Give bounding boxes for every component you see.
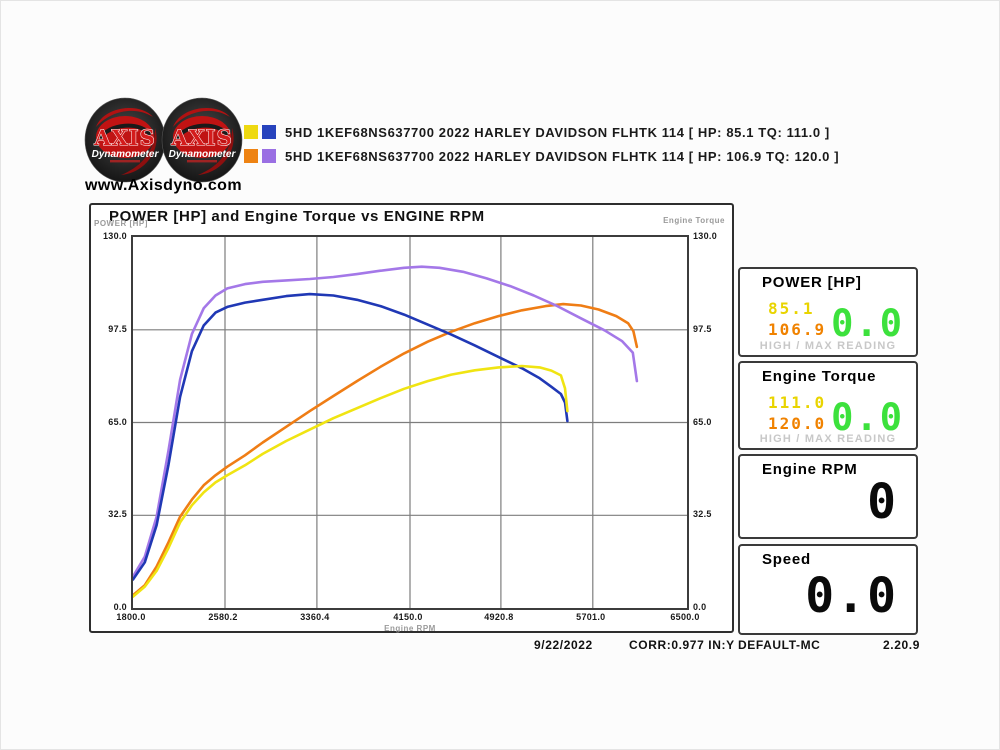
power-max-run2: 106.9	[768, 320, 827, 339]
axis-dyno-logo: AXIS Dynamometer	[84, 97, 166, 183]
logo-tagline-decoration	[110, 160, 140, 163]
rpm-readout-box: Engine RPM 0	[738, 454, 918, 539]
x-axis-caption: Engine RPM	[384, 624, 436, 633]
dyno-chart-frame: POWER [HP] and Engine Torque vs ENGINE R…	[89, 203, 734, 633]
y-tick-label: 0.0	[693, 602, 707, 612]
logo-title: AXIS	[170, 125, 233, 150]
status-profile: DEFAULT-MC	[738, 638, 821, 652]
x-axis-tick-labels: 1800.0 2580.2 3360.4 4150.0 4920.8 5701.0 6500…	[116, 612, 699, 624]
torque-max-run1: 111.0	[768, 393, 827, 412]
torque-readout-title: Engine Torque	[762, 368, 877, 385]
speed-readout-title: Speed	[762, 551, 812, 568]
y-tick-label: 97.5	[693, 323, 712, 334]
status-version: 2.20.9	[883, 638, 920, 652]
status-correction-factor: CORR:0.977 IN:Y	[629, 638, 735, 652]
run2-torque-color-swatch	[262, 149, 276, 163]
power-readout-title: POWER [HP]	[762, 274, 862, 291]
run1-power-color-swatch	[244, 125, 258, 139]
logo-tagline-decoration	[187, 160, 217, 163]
right-axis-caption: Engine Torque	[663, 216, 725, 225]
left-axis-tick-labels: 130.0 97.5 65.0 32.5 0.0	[91, 231, 128, 612]
run2-power-color-swatch	[244, 149, 258, 163]
website-link[interactable]: www.Axisdyno.com	[85, 177, 242, 194]
power-high-max-caption: HIGH / MAX READING	[759, 340, 897, 352]
y-tick-label: 97.5	[108, 323, 127, 334]
power-max-values: 85.1 106.9	[768, 298, 826, 340]
left-axis-caption: POWER [HP]	[94, 219, 148, 228]
run2-label: 5HD 1KEF68NS637700 2022 HARLEY DAVIDSON …	[285, 148, 840, 164]
legend-row-run1: 5HD 1KEF68NS637700 2022 HARLEY DAVIDSON …	[244, 120, 839, 144]
curve-run2-torque-purple	[133, 265, 639, 578]
y-tick-label: 32.5	[693, 509, 712, 520]
run1-torque-color-swatch	[262, 125, 276, 139]
x-tick-label: 2580.2	[208, 612, 238, 622]
y-tick-label: 130.0	[102, 231, 127, 241]
torque-high-max-caption: HIGH / MAX READING	[759, 433, 897, 445]
y-tick-label: 32.5	[108, 509, 127, 520]
y-tick-label: 65.0	[693, 416, 712, 427]
x-tick-label: 3360.4	[300, 612, 330, 622]
x-tick-label: 4920.8	[484, 612, 514, 622]
x-tick-label: 1800.0	[116, 612, 146, 622]
right-axis-tick-labels: 130.0 97.5 65.0 32.5 0.0	[693, 231, 733, 612]
run-legend: 5HD 1KEF68NS637700 2022 HARLEY DAVIDSON …	[244, 120, 839, 168]
power-max-run1: 85.1	[768, 299, 815, 318]
legend-row-run2: 5HD 1KEF68NS637700 2022 HARLEY DAVIDSON …	[244, 144, 839, 168]
power-live-value: 0.0	[831, 302, 904, 345]
y-tick-label: 0.0	[113, 602, 127, 612]
rpm-live-value: 0	[867, 474, 898, 530]
speed-readout-box: Speed 0.0	[738, 544, 918, 635]
torque-live-value: 0.0	[831, 396, 904, 439]
logo-subtitle: Dynamometer	[92, 149, 160, 160]
x-tick-label: 4150.0	[393, 612, 423, 622]
chart-title: POWER [HP] and Engine Torque vs ENGINE R…	[109, 208, 485, 225]
torque-max-run2: 120.0	[768, 414, 827, 433]
curve-run1-power-yellow	[133, 364, 569, 598]
curve-run2-power-orange	[133, 302, 639, 597]
y-tick-label: 65.0	[108, 416, 127, 427]
plot-area[interactable]	[131, 235, 689, 610]
torque-readout-box: Engine Torque 111.0 120.0 0.0 HIGH / MAX…	[738, 361, 918, 450]
power-readout-box: POWER [HP] 85.1 106.9 0.0 HIGH / MAX REA…	[738, 267, 918, 357]
rpm-readout-title: Engine RPM	[762, 461, 858, 478]
y-tick-label: 130.0	[693, 231, 718, 241]
curve-run1-torque-blue	[133, 292, 569, 581]
x-tick-label: 6500.0	[670, 612, 700, 622]
x-tick-label: 5701.0	[576, 612, 606, 622]
torque-max-values: 111.0 120.0	[768, 392, 826, 434]
logo-subtitle: Dynamometer	[169, 149, 237, 160]
status-date: 9/22/2022	[534, 638, 593, 652]
logo-title: AXIS	[93, 125, 156, 150]
dyno-curves-canvas	[133, 237, 687, 608]
run1-label: 5HD 1KEF68NS637700 2022 HARLEY DAVIDSON …	[285, 124, 830, 140]
axis-dyno-logo: AXIS Dynamometer	[161, 97, 243, 183]
speed-live-value: 0.0	[805, 568, 898, 624]
